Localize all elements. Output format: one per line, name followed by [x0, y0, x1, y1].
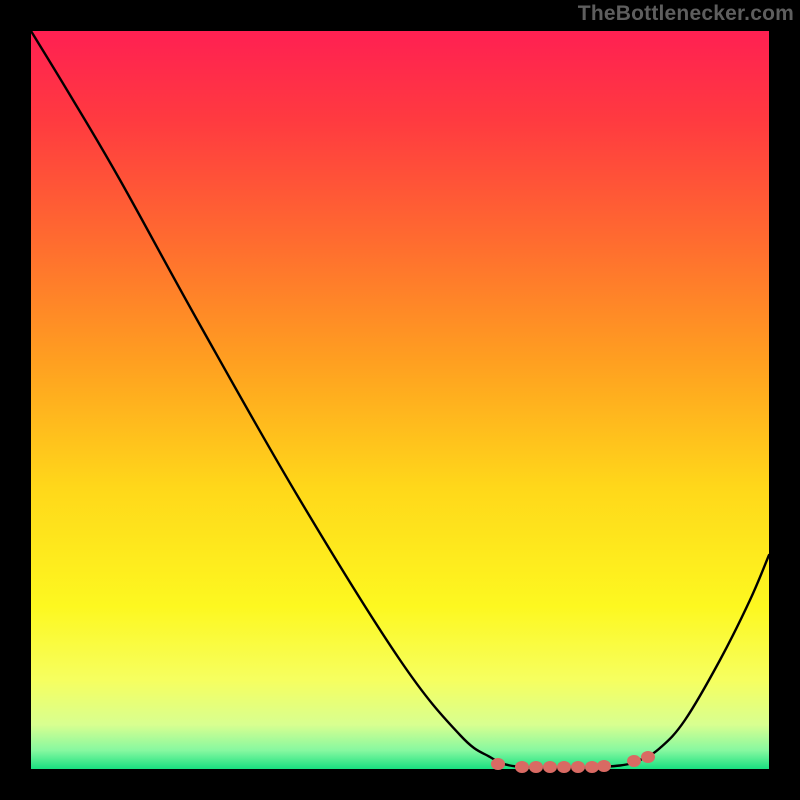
optimal-dot — [529, 761, 543, 773]
optimal-dot — [557, 761, 571, 773]
bottleneck-chart — [0, 0, 800, 800]
optimal-dot — [571, 761, 585, 773]
optimal-dot — [515, 761, 529, 773]
optimal-dot — [543, 761, 557, 773]
optimal-dot — [641, 751, 655, 763]
optimal-dot — [491, 758, 505, 770]
optimal-dot — [597, 760, 611, 772]
optimal-dot — [585, 761, 599, 773]
watermark-text: TheBottlenecker.com — [578, 2, 794, 26]
optimal-dot — [627, 755, 641, 767]
